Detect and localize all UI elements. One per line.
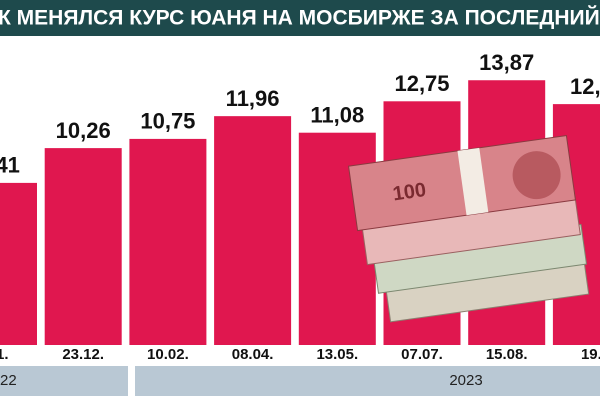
x-tick-label: 10.02. xyxy=(147,346,189,363)
title-band xyxy=(0,0,600,36)
year-label: 2023 xyxy=(449,372,482,389)
chart-title: К МЕНЯЛСЯ КУРС ЮАНЯ НА МОСБИРЖЕ ЗА ПОСЛЕ… xyxy=(0,6,600,30)
value-label: 10,26 xyxy=(56,118,111,143)
value-label: 11,96 xyxy=(226,86,280,111)
svg-text:100: 100 xyxy=(391,179,427,205)
x-tick-label: 15.08. xyxy=(486,346,528,363)
value-label: 8,41 xyxy=(0,153,20,178)
x-tick-label: 19. xyxy=(581,346,600,363)
x-tick-label: 23.12. xyxy=(62,346,104,363)
value-label: 12,6 xyxy=(570,74,600,99)
bar xyxy=(44,148,122,345)
year-label: 22 xyxy=(0,372,17,389)
x-tick-label: 08.04. xyxy=(232,346,274,363)
bar xyxy=(129,138,207,345)
value-label: 12,75 xyxy=(394,71,449,96)
bar xyxy=(214,116,292,345)
value-label: 10,75 xyxy=(140,109,195,134)
x-tick-label: 13.05. xyxy=(316,346,358,363)
bar xyxy=(0,182,37,345)
year-band xyxy=(135,366,600,396)
value-label: 13,87 xyxy=(479,50,534,75)
year-band xyxy=(0,366,128,396)
money-illustration: 100 xyxy=(347,135,590,323)
x-tick-label: 11. xyxy=(0,346,9,363)
x-tick-label: 07.07. xyxy=(401,346,443,363)
value-label: 11,08 xyxy=(310,103,364,128)
